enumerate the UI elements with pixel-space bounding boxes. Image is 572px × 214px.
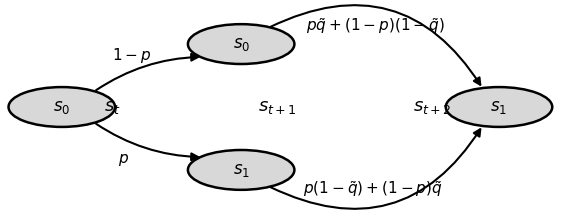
Text: $p$: $p$ xyxy=(118,153,129,168)
Circle shape xyxy=(446,87,552,127)
Text: $\boldsymbol{s_{t+2}}$: $\boldsymbol{s_{t+2}}$ xyxy=(413,98,451,116)
Circle shape xyxy=(188,150,295,190)
FancyArrowPatch shape xyxy=(271,5,480,85)
Text: $1-p$: $1-p$ xyxy=(112,46,152,65)
Circle shape xyxy=(9,87,115,127)
FancyArrowPatch shape xyxy=(96,54,198,90)
Text: $\boldsymbol{s_t}$: $\boldsymbol{s_t}$ xyxy=(104,98,121,116)
FancyArrowPatch shape xyxy=(271,129,480,209)
Text: $s_1$: $s_1$ xyxy=(491,98,507,116)
Text: $p(1-\tilde{q})+(1-p)\tilde{q}$: $p(1-\tilde{q})+(1-p)\tilde{q}$ xyxy=(303,179,443,199)
Text: $\boldsymbol{s_{t+1}}$: $\boldsymbol{s_{t+1}}$ xyxy=(259,98,297,116)
FancyArrowPatch shape xyxy=(96,124,198,160)
Text: $s_0$: $s_0$ xyxy=(233,35,250,53)
Circle shape xyxy=(188,24,295,64)
Text: $s_1$: $s_1$ xyxy=(233,161,249,179)
Text: $p\tilde{q}+(1-p)(1-\tilde{q})$: $p\tilde{q}+(1-p)(1-\tilde{q})$ xyxy=(307,16,445,36)
Text: $s_0$: $s_0$ xyxy=(53,98,70,116)
